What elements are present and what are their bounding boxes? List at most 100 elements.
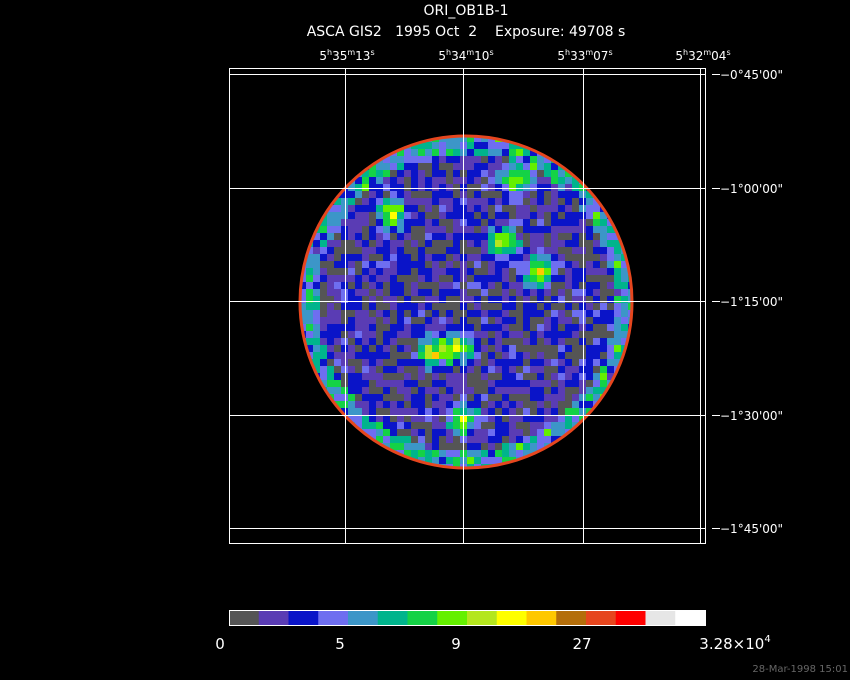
ra-value: 04 [711,49,726,63]
pixel [509,450,516,457]
pixel [467,247,474,254]
pixel [404,219,411,226]
pixel [432,457,439,464]
pixel [320,359,327,366]
pixel [383,317,390,324]
pixel [369,324,376,331]
pixel [320,317,327,324]
pixel [474,149,481,156]
pixel [495,359,502,366]
pixel [313,268,320,275]
pixel [523,247,530,254]
pixel [334,205,341,212]
pixel [411,219,418,226]
pixel [502,177,509,184]
pixel [425,177,432,184]
pixel [341,191,348,198]
pixel [376,436,383,443]
pixel [453,198,460,205]
pixel [467,268,474,275]
pixel [600,359,607,366]
pixel [523,261,530,268]
pixel [446,142,453,149]
pixel [544,170,551,177]
pixel [383,261,390,268]
pixel [516,289,523,296]
pixel [432,394,439,401]
pixel [425,338,432,345]
pixel [313,289,320,296]
pixel [502,289,509,296]
pixel [509,394,516,401]
pixel [537,380,544,387]
pixel [439,149,446,156]
pixel [523,212,530,219]
pixel [579,282,586,289]
pixel [509,359,516,366]
pixel [502,373,509,380]
pixel [516,205,523,212]
pixel [474,415,481,422]
pixel [390,359,397,366]
pixel [579,380,586,387]
pixel [488,191,495,198]
pixel [474,443,481,450]
pixel [376,352,383,359]
pixel [362,184,369,191]
pixel [390,198,397,205]
pixel [544,184,551,191]
pixel [397,282,404,289]
pixel [523,289,530,296]
pixel [495,331,502,338]
pixel [411,366,418,373]
pixel [586,317,593,324]
pixel [418,296,425,303]
pixel [558,373,565,380]
pixel [621,289,628,296]
pixel [446,268,453,275]
pixel [467,310,474,317]
pixel [411,401,418,408]
colorbar-swatch [645,611,676,625]
pixel [614,247,621,254]
pixel [327,380,334,387]
pixel [495,352,502,359]
pixel [516,163,523,170]
pixel [411,387,418,394]
pixel [502,170,509,177]
pixel [369,303,376,310]
pixel [432,317,439,324]
pixel [614,268,621,275]
pixel [551,366,558,373]
pixel [523,240,530,247]
pixel [397,184,404,191]
pixel [516,233,523,240]
pixel [607,226,614,233]
pixel [593,212,600,219]
pixel [439,198,446,205]
colorbar-frame [229,610,706,626]
pixel [579,310,586,317]
ra-unit: h [683,48,688,57]
pixel [481,415,488,422]
pixel [593,261,600,268]
pixel [362,394,369,401]
pixel [446,373,453,380]
pixel [348,247,355,254]
pixel [313,366,320,373]
pixel [516,212,523,219]
pixel [537,436,544,443]
pixel [369,352,376,359]
pixel [425,394,432,401]
pixel [432,373,439,380]
pixel [355,401,362,408]
pixel [348,212,355,219]
pixel [579,303,586,310]
pixel [432,268,439,275]
pixel [327,247,334,254]
pixel [334,233,341,240]
pixel [537,429,544,436]
pixel [355,387,362,394]
pixel [320,352,327,359]
pixel [474,142,481,149]
